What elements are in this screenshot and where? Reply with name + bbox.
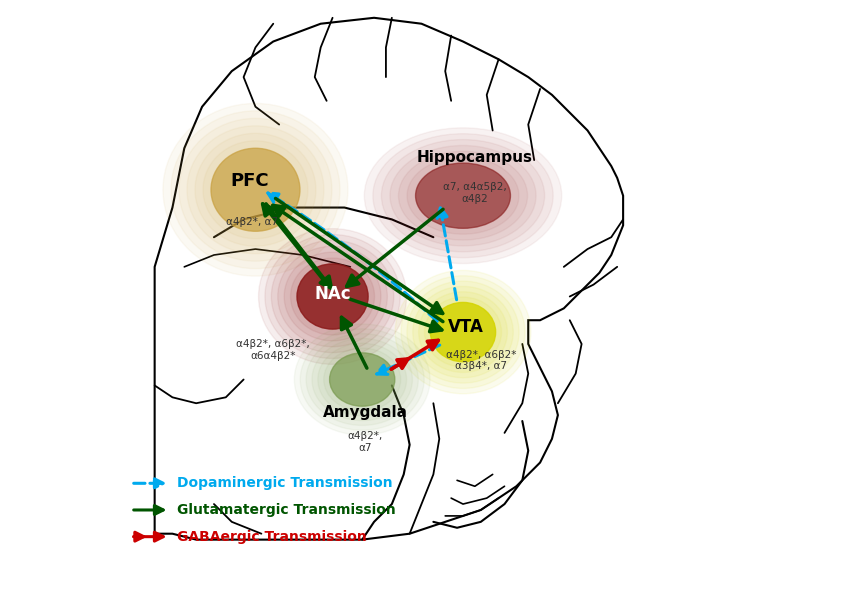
Ellipse shape <box>407 157 519 234</box>
Text: GABAergic Transmission: GABAergic Transmission <box>177 530 367 544</box>
Ellipse shape <box>413 286 513 378</box>
Ellipse shape <box>431 302 496 362</box>
Ellipse shape <box>284 252 381 341</box>
Text: Dopaminergic Transmission: Dopaminergic Transmission <box>177 476 393 490</box>
Ellipse shape <box>277 246 387 347</box>
Ellipse shape <box>425 297 502 367</box>
Ellipse shape <box>373 134 553 257</box>
Ellipse shape <box>187 126 324 254</box>
Ellipse shape <box>163 103 348 276</box>
Ellipse shape <box>324 348 400 411</box>
Ellipse shape <box>171 111 340 269</box>
Ellipse shape <box>300 329 424 431</box>
Text: α4β2*,
α7: α4β2*, α7 <box>347 431 383 452</box>
Text: VTA: VTA <box>448 318 484 336</box>
Text: PFC: PFC <box>230 172 269 190</box>
Text: NAc: NAc <box>314 285 351 302</box>
Ellipse shape <box>312 339 412 420</box>
Ellipse shape <box>211 148 300 231</box>
Text: α4β2*, α6β2*,
α6α4β2*: α4β2*, α6β2*, α6α4β2* <box>236 339 310 361</box>
Ellipse shape <box>407 281 519 383</box>
Ellipse shape <box>195 133 316 246</box>
Text: α4β2*, α7: α4β2*, α7 <box>227 218 278 227</box>
Ellipse shape <box>395 270 531 394</box>
Ellipse shape <box>291 258 374 335</box>
Ellipse shape <box>203 141 308 239</box>
Text: α7, α4α5β2,
α4β2: α7, α4α5β2, α4β2 <box>443 182 507 203</box>
Text: α4β2*, α6β2*
α3β4*, α7: α4β2*, α6β2* α3β4*, α7 <box>446 350 516 371</box>
Ellipse shape <box>399 151 528 240</box>
Ellipse shape <box>330 353 395 406</box>
Ellipse shape <box>318 343 406 416</box>
Text: Amygdala: Amygdala <box>323 404 408 420</box>
Ellipse shape <box>381 139 545 252</box>
Ellipse shape <box>265 235 400 358</box>
Ellipse shape <box>179 119 332 261</box>
Ellipse shape <box>271 240 394 353</box>
Ellipse shape <box>297 264 368 329</box>
Text: Hippocampus: Hippocampus <box>417 149 533 165</box>
Ellipse shape <box>416 163 511 228</box>
Ellipse shape <box>306 334 418 425</box>
Ellipse shape <box>294 324 430 435</box>
Ellipse shape <box>364 128 561 263</box>
Ellipse shape <box>259 229 406 364</box>
Ellipse shape <box>419 292 507 372</box>
Ellipse shape <box>401 276 525 388</box>
Text: Glutamatergic Transmission: Glutamatergic Transmission <box>177 503 396 517</box>
Ellipse shape <box>390 145 536 246</box>
